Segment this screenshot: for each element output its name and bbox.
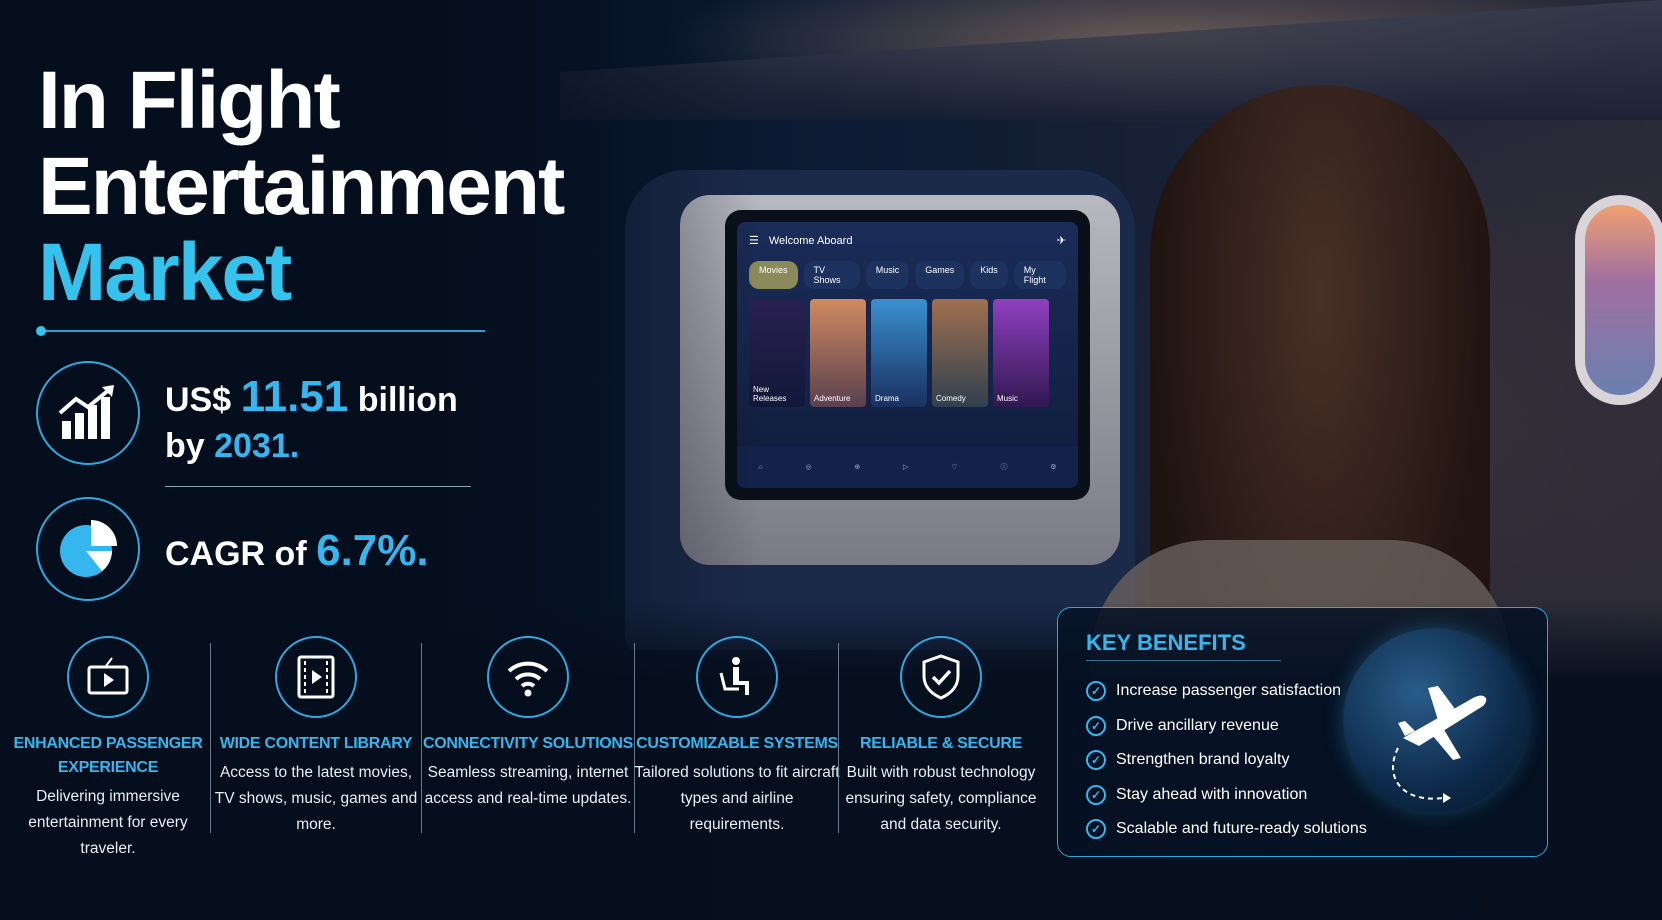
stat-year: 2031. bbox=[214, 427, 300, 465]
check-icon: ✓ bbox=[1086, 681, 1106, 702]
screen-tab: My Flight bbox=[1013, 261, 1066, 289]
globe-airplane-icon bbox=[1343, 628, 1527, 812]
key-benefits-title: KEY BENEFITS bbox=[1086, 630, 1246, 655]
benefit-item: ✓ Drive ancillary revenue bbox=[1086, 709, 1367, 744]
poster: Music bbox=[993, 299, 1049, 407]
feature-desc: Delivering immersive entertainment for e… bbox=[28, 788, 188, 857]
screen-tab: TV Shows bbox=[803, 261, 860, 289]
airplane-window bbox=[1575, 195, 1662, 405]
benefit-item: ✓ Strengthen brand loyalty bbox=[1086, 743, 1367, 778]
divider bbox=[634, 643, 635, 833]
pie-chart-icon bbox=[36, 497, 140, 601]
title-highlight: Market bbox=[38, 227, 292, 318]
seatback-screen: ☰Welcome Aboard✈ Movies TV Shows Music G… bbox=[725, 210, 1090, 500]
feature-customizable: CUSTOMIZABLE SYSTEMS Tailored solutions … bbox=[632, 636, 842, 838]
check-icon: ✓ bbox=[1086, 715, 1106, 736]
feature-connectivity: CONNECTIVITY SOLUTIONS Seamless streamin… bbox=[423, 636, 633, 812]
divider bbox=[838, 643, 839, 833]
title-line: Entertainment bbox=[38, 141, 565, 232]
wifi-icon bbox=[487, 636, 569, 718]
stat-prefix: by bbox=[165, 427, 215, 465]
stat-value: 11.51 bbox=[240, 372, 349, 421]
poster: Drama bbox=[871, 299, 927, 407]
check-icon: ✓ bbox=[1086, 784, 1106, 805]
feature-passenger-experience: ENHANCED PASSENGER EXPERIENCE Delivering… bbox=[3, 636, 213, 862]
check-icon: ✓ bbox=[1086, 819, 1106, 840]
cagr-stat: CAGR of 6.7%. bbox=[165, 528, 429, 577]
screen-tab: Games bbox=[915, 261, 965, 289]
home-icon: ⌂ bbox=[758, 463, 763, 471]
benefit-text: Stay ahead with innovation bbox=[1116, 785, 1308, 803]
feature-desc: Tailored solutions to fit aircraft types… bbox=[634, 764, 840, 833]
benefit-item: ✓ Stay ahead with innovation bbox=[1086, 778, 1367, 813]
growth-chart-icon bbox=[36, 361, 140, 465]
feature-desc: Access to the latest movies, TV shows, m… bbox=[214, 764, 418, 833]
feature-title: WIDE CONTENT LIBRARY bbox=[219, 735, 413, 752]
feature-title: RELIABLE & SECURE bbox=[859, 735, 1023, 752]
feature-desc: Built with robust technology ensuring sa… bbox=[845, 764, 1037, 833]
stat-prefix: US$ bbox=[165, 381, 241, 419]
stat-divider bbox=[165, 486, 471, 487]
feature-reliable-secure: RELIABLE & SECURE Built with robust tech… bbox=[836, 636, 1046, 838]
benefit-text: Drive ancillary revenue bbox=[1116, 716, 1279, 734]
divider bbox=[210, 643, 211, 833]
title-line: In Flight bbox=[38, 55, 341, 146]
benefit-text: Strengthen brand loyalty bbox=[1116, 751, 1290, 769]
poster: Adventure bbox=[810, 299, 866, 407]
feature-desc: Seamless streaming, internet access and … bbox=[424, 764, 632, 807]
benefit-text: Increase passenger satisfaction bbox=[1116, 682, 1342, 700]
benefit-item: ✓ Increase passenger satisfaction bbox=[1086, 674, 1367, 709]
feature-title: CONNECTIVITY SOLUTIONS bbox=[423, 735, 634, 752]
stat-suffix: billion bbox=[348, 381, 458, 419]
screen-title: Welcome Aboard bbox=[768, 234, 853, 247]
market-size-stat: US$ 11.51 billion by 2031. bbox=[165, 374, 458, 469]
plane-icon: ✈ bbox=[1056, 235, 1066, 247]
page-title: In Flight Entertainment Market bbox=[38, 55, 565, 318]
shield-check-icon bbox=[900, 636, 982, 718]
screen-nav: ⌂ ◎ ⊕ ▷ ♡ ⓘ ⚙ bbox=[737, 446, 1078, 488]
tv-play-icon bbox=[67, 636, 149, 718]
title-underline bbox=[1086, 660, 1281, 661]
film-play-icon bbox=[275, 636, 357, 718]
stat-prefix: CAGR of bbox=[165, 535, 317, 573]
seated-person-icon bbox=[696, 636, 778, 718]
screen-tab: Kids bbox=[970, 261, 1008, 289]
feature-title: ENHANCED PASSENGER EXPERIENCE bbox=[13, 735, 203, 776]
check-icon: ✓ bbox=[1086, 750, 1106, 771]
benefit-item: ✓ Scalable and future-ready solutions bbox=[1086, 812, 1367, 847]
divider bbox=[421, 643, 422, 833]
poster: Comedy bbox=[932, 299, 988, 407]
stat-value: 6.7%. bbox=[316, 526, 429, 575]
benefit-text: Scalable and future-ready solutions bbox=[1116, 820, 1367, 838]
title-divider bbox=[36, 326, 485, 336]
screen-tab: Music bbox=[865, 261, 910, 289]
feature-title: CUSTOMIZABLE SYSTEMS bbox=[636, 735, 838, 752]
feature-content-library: WIDE CONTENT LIBRARY Access to the lates… bbox=[211, 636, 421, 838]
key-benefits-panel: KEY BENEFITS ✓ Increase passenger satisfa… bbox=[1057, 607, 1548, 857]
